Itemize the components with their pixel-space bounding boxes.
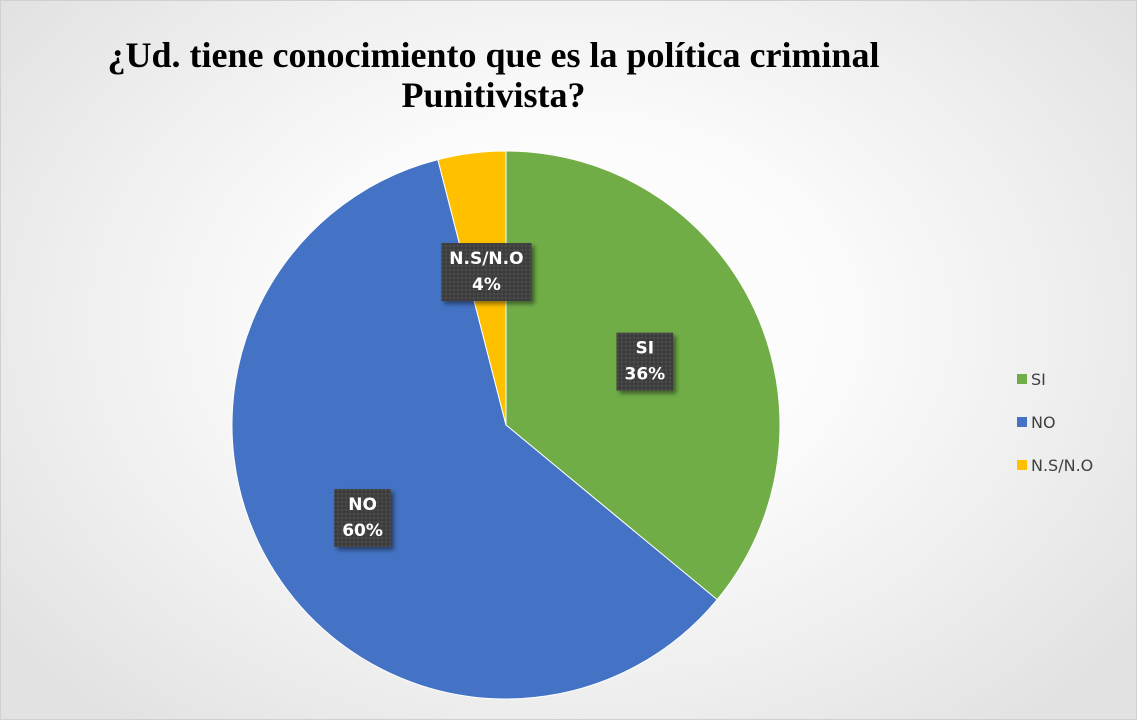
legend-label: NO — [1031, 412, 1056, 432]
pie-slice-no — [231, 158, 718, 700]
legend-item-no: NO — [1017, 412, 1132, 432]
data-label-background — [616, 332, 674, 391]
legend-item-n-s-n-o: N.S/N.O — [1017, 455, 1132, 475]
legend-label: N.S/N.O — [1031, 455, 1094, 475]
legend-swatch — [1017, 417, 1027, 427]
legend-swatch — [1017, 374, 1027, 384]
chart-title: ¿Ud. tiene conocimiento que es la políti… — [107, 35, 880, 115]
data-label-category: SI — [636, 339, 655, 359]
data-label-si: SI 36% — [616, 332, 674, 391]
data-label-background — [441, 243, 532, 302]
legend-swatch — [1017, 460, 1027, 470]
data-label-percent: 36% — [624, 365, 665, 385]
data-label-category: NO — [348, 495, 377, 515]
data-label-n-s-n-o: N.S/N.O 4% — [441, 243, 532, 302]
data-label-category: N.S/N.O — [449, 249, 523, 269]
data-label-no: NO 60% — [334, 489, 391, 548]
chart-legend: SI NO N.S/N.O — [1017, 369, 1132, 498]
data-label-percent: 4% — [472, 275, 501, 295]
data-label-background — [334, 489, 391, 548]
legend-item-si: SI — [1017, 369, 1132, 389]
data-label-percent: 60% — [342, 521, 383, 541]
legend-label: SI — [1031, 369, 1046, 389]
